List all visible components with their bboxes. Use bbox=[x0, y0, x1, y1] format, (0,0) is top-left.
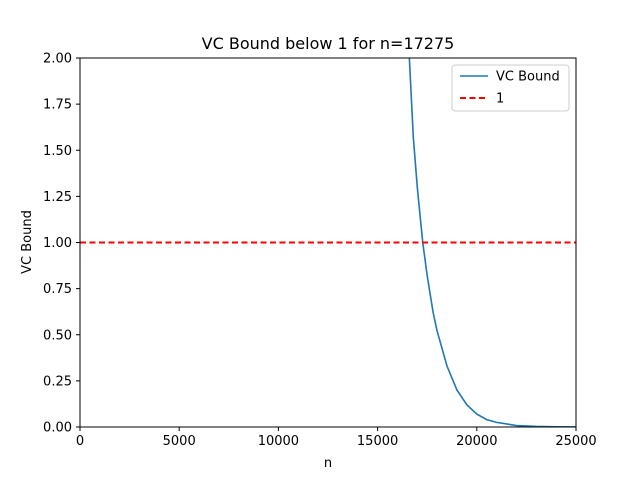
y-tick-label: 2.00 bbox=[43, 52, 72, 67]
axis-ticks: 0 5000 10000 15000 20000 25000 0.00 0.25 0.50 0.7… bbox=[43, 52, 597, 450]
x-tick-label: 10000 bbox=[258, 434, 299, 449]
x-tick-label: 5000 bbox=[163, 434, 196, 449]
y-tick-label: 0.75 bbox=[43, 282, 72, 297]
y-tick-label: 0.25 bbox=[43, 374, 72, 389]
x-tick-label: 15000 bbox=[357, 434, 398, 449]
series-group bbox=[80, 58, 576, 427]
y-tick-label: 1.50 bbox=[43, 144, 72, 159]
x-tick-label: 0 bbox=[76, 434, 84, 449]
chart-title: VC Bound below 1 for n=17275 bbox=[202, 34, 455, 53]
x-tick-label: 25000 bbox=[555, 434, 596, 449]
y-tick-label: 1.00 bbox=[43, 236, 72, 251]
y-tick-label: 0.00 bbox=[43, 421, 72, 436]
x-axis-label: n bbox=[324, 456, 332, 471]
legend: VC Bound 1 bbox=[451, 64, 570, 112]
y-tick-label: 1.25 bbox=[43, 190, 72, 205]
y-axis-label: VC Bound bbox=[20, 210, 35, 274]
legend-label-2: 1 bbox=[496, 92, 504, 107]
legend-label-1: VC Bound bbox=[496, 70, 560, 85]
y-tick-label: 0.50 bbox=[43, 328, 72, 343]
x-tick-label: 20000 bbox=[456, 434, 497, 449]
series-line-1 bbox=[408, 58, 576, 427]
y-tick-label: 1.75 bbox=[43, 98, 72, 113]
